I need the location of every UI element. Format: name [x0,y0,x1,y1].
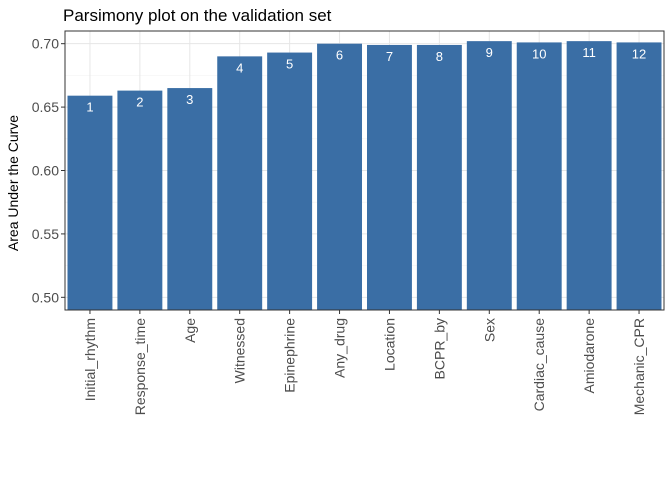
bar-Cardiac_cause [516,42,562,310]
x-tick-label: Initial_rhythm [82,318,98,401]
y-tick-label: 0.60 [32,163,59,179]
bar-label: 3 [186,92,193,107]
bar-label: 2 [136,95,143,110]
bar-Sex [466,41,512,311]
bar-label: 1 [86,100,93,115]
x-tick-label: Any_drug [332,318,348,378]
bar-label: 5 [286,57,293,72]
bar-Amiodarone [566,41,612,311]
x-tick-label: Cardiac_cause [531,318,547,412]
x-tick-label: Mechanic_CPR [631,318,647,415]
bar-label: 8 [436,49,443,64]
bar-Witnessed [217,56,263,311]
x-tick-label: Sex [481,318,497,342]
x-tick-label: Location [381,318,397,371]
x-tick-label: BCPR_by [431,318,447,379]
bar-Response_time [117,90,163,310]
bar-Any_drug [317,43,363,310]
x-tick-label: Witnessed [232,318,248,383]
x-tick-label: Amiodarone [581,318,597,394]
bar-Initial_rhythm [67,95,113,310]
bar-label: 9 [486,45,493,60]
y-tick-label: 0.55 [32,226,59,242]
bars-layer: 1 2 34 56 7 8 9 10 11 12 [67,41,662,311]
x-axis-ticks: Initial_rhythm Response_time Age Witnessed E… [82,310,647,415]
bar-Epinephrine [267,52,313,311]
y-tick-label: 0.70 [32,36,59,52]
bar-BCPR_by [416,44,462,310]
bar-label: 6 [336,48,343,63]
bar-Location [366,44,412,310]
bar-Age [167,88,213,311]
x-tick-label: Epinephrine [282,318,298,393]
x-tick-label: Age [182,318,198,343]
bar-label: 12 [632,46,646,61]
plot-border [64,30,665,311]
bar-label: 10 [532,46,546,61]
bar-label: 11 [582,45,596,60]
y-axis-ticks: 0.50 0.55 0.60 0.65 0.70 [32,36,65,305]
y-tick-label: 0.65 [32,99,59,115]
x-tick-label: Response_time [132,318,148,415]
bar-label: 7 [386,49,393,64]
bar-label: 4 [236,60,243,75]
y-tick-label: 0.50 [32,289,59,305]
chart-title: Parsimony plot on the validation set [63,6,332,25]
y-axis-label: Area Under the Curve [5,115,21,251]
bar-Mechanic_CPR [616,42,662,310]
